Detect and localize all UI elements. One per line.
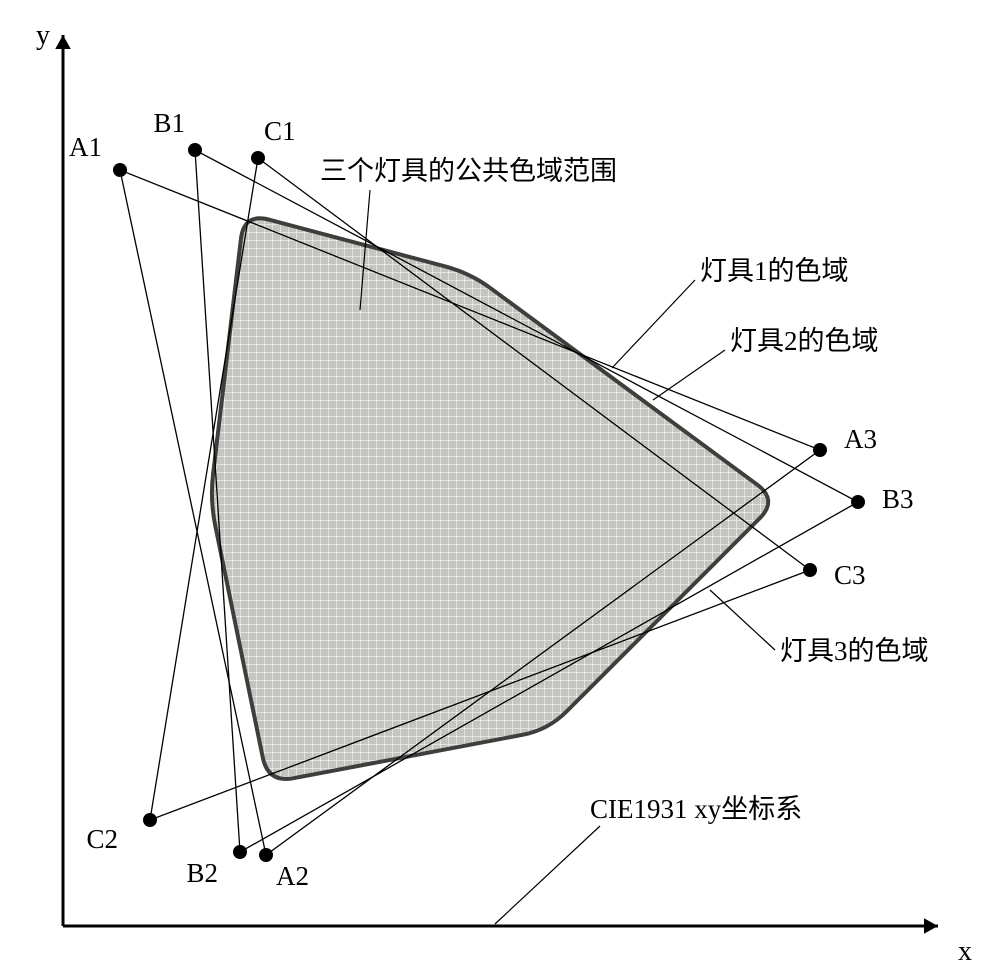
vertex-label-C2: C2: [86, 824, 118, 854]
vertex-A3: [813, 443, 827, 457]
vertex-label-A3: A3: [844, 424, 877, 454]
vertex-label-C1: C1: [264, 116, 296, 146]
vertex-label-C3: C3: [834, 560, 866, 590]
vertex-A1: [113, 163, 127, 177]
y-axis-label: y: [36, 20, 50, 51]
diagram-svg: x y A1 B1 C1 A2 B2 C2 A3B3 C3 三个灯具的公共色域范围灯具1的色域灯具2…: [0, 0, 1000, 979]
vertex-C2: [143, 813, 157, 827]
figure-container: x y A1 B1 C1 A2 B2 C2 A3B3 C3 三个灯具的公共色域范围灯具1的色域灯具2…: [0, 0, 1000, 979]
vertex-label-B1: B1: [153, 108, 185, 138]
label-lamp1-gamut: 灯具1的色域: [700, 256, 849, 286]
vertex-B1: [188, 143, 202, 157]
label-common-gamut: 三个灯具的公共色域范围: [320, 156, 617, 186]
label-cie: CIE1931 xy坐标系: [590, 794, 802, 824]
vertex-C3: [803, 563, 817, 577]
label-lamp3-gamut: 灯具3的色域: [780, 636, 929, 666]
vertex-C1: [251, 151, 265, 165]
label-lamp2-gamut: 灯具2的色域: [730, 326, 879, 356]
vertex-B2: [233, 845, 247, 859]
vertex-label-B3: B3: [882, 484, 914, 514]
vertex-B3: [851, 495, 865, 509]
vertex-A2: [259, 848, 273, 862]
vertex-label-B2: B2: [186, 858, 218, 888]
vertex-label-A2: A2: [276, 861, 309, 891]
vertex-label-A1: A1: [69, 132, 102, 162]
x-axis-label: x: [958, 936, 972, 967]
